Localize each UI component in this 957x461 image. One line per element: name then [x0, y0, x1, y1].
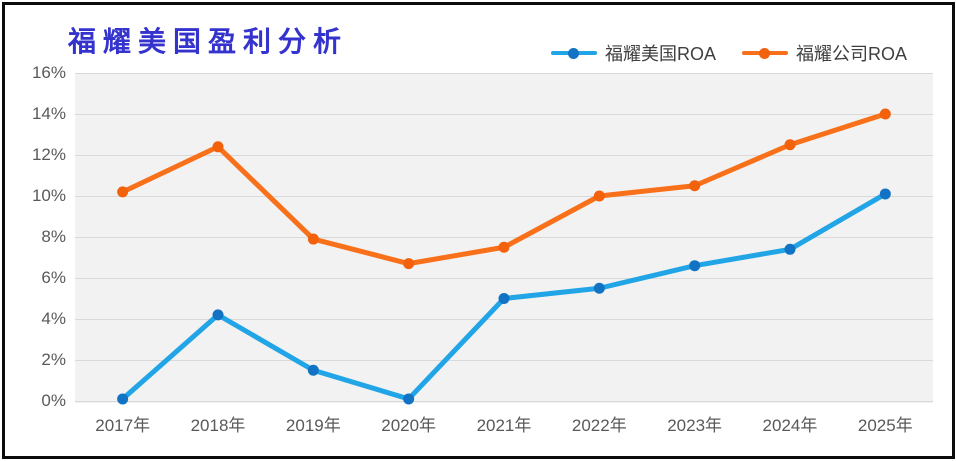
y-tick-label: 6% [41, 268, 66, 287]
x-tick-label: 2024年 [762, 416, 818, 435]
gridline [75, 196, 933, 197]
y-tick-label: 4% [41, 309, 66, 328]
data-point [689, 260, 701, 272]
x-axis: 2017年 2018年 2019年 2020年 2021年 2022年 2023年 2024年… [75, 411, 933, 436]
x-tick-label: 2021年 [476, 416, 532, 435]
gridline [75, 401, 933, 402]
data-point [498, 293, 510, 304]
plot-background [75, 73, 933, 403]
gridline [75, 360, 933, 361]
x-tick-label: 2022年 [571, 416, 627, 435]
gridline [75, 237, 933, 238]
gridline [75, 73, 933, 74]
legend-line-marker-blue [550, 47, 597, 60]
gridline [75, 319, 933, 320]
x-tick-label: 2018年 [190, 416, 246, 435]
x-tick-label: 2017年 [95, 416, 151, 435]
legend-item-fuyao-company-roa: 福耀公司ROA [741, 40, 907, 66]
data-point [403, 258, 415, 270]
x-tick-label: 2023年 [667, 416, 723, 435]
data-point [403, 393, 415, 405]
series-line-1 [120, 111, 888, 267]
data-point [117, 186, 129, 198]
data-point [307, 233, 319, 245]
y-tick-label: 0% [41, 391, 66, 410]
data-point [784, 139, 796, 151]
data-point [879, 108, 891, 120]
data-point [212, 309, 224, 321]
data-point [593, 190, 605, 202]
data-point [307, 364, 319, 376]
series-layer [117, 108, 891, 405]
data-point [593, 282, 605, 294]
legend-item-fuyao-us-roa: 福耀美国ROA [550, 40, 716, 66]
data-point [498, 241, 510, 253]
data-point [879, 188, 891, 200]
legend-label: 福耀公司ROA [795, 44, 907, 64]
y-tick-label: 2% [41, 350, 66, 369]
y-tick-label: 8% [41, 227, 66, 246]
legend-label: 福耀美国ROA [604, 44, 716, 64]
data-point [212, 141, 224, 153]
plot-area [75, 73, 933, 405]
y-tick-label: 16% [31, 63, 66, 82]
y-tick-label: 14% [31, 104, 66, 123]
y-tick-label: 10% [31, 186, 66, 205]
x-tick-label: 2020年 [381, 416, 437, 435]
chart-title: 福耀美国盈利分析 [68, 25, 349, 58]
data-point [784, 243, 796, 255]
gridline [75, 278, 933, 279]
legend: 福耀美国ROA 福耀公司ROA [550, 40, 907, 66]
y-tick-label: 12% [31, 145, 66, 164]
gridline [75, 114, 933, 115]
legend-line-marker-orange [741, 47, 788, 60]
data-point [117, 393, 129, 405]
data-point [689, 180, 701, 192]
gridline [75, 155, 933, 156]
x-tick-label: 2019年 [285, 416, 341, 435]
x-tick-label: 2025年 [857, 416, 913, 435]
